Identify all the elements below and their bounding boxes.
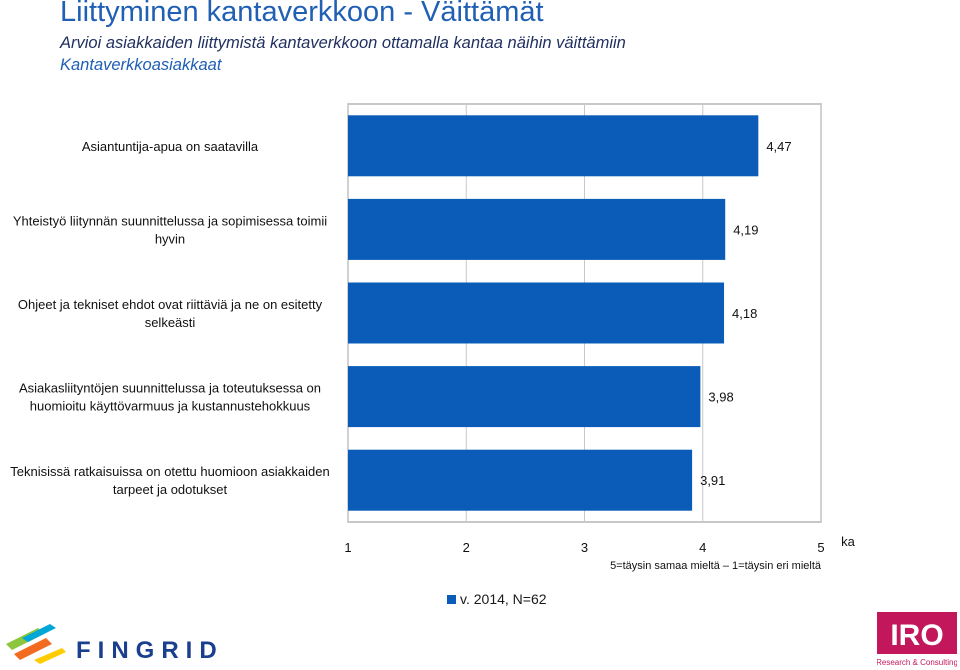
chart-legend: v. 2014, N=62 xyxy=(447,591,547,607)
category-label-line: hyvin xyxy=(155,231,185,246)
category-label: Asiantuntija-apua on saatavilla xyxy=(82,139,259,154)
x-tick-label: 5 xyxy=(817,540,824,555)
category-label-line: Asiantuntija-apua on saatavilla xyxy=(82,139,259,154)
iro-logo: IRO Research & Consulting xyxy=(877,612,957,667)
category-label: Asiakasliityntöjen suunnittelussa ja tot… xyxy=(19,381,321,414)
bar xyxy=(348,449,693,511)
category-label-line: Ohjeet ja tekniset ehdot ovat riittäviä … xyxy=(18,297,323,312)
legend-swatch xyxy=(447,594,456,604)
scale-note: 5=täysin samaa mieltä – 1=täysin eri mie… xyxy=(610,560,822,572)
data-label: 3,98 xyxy=(708,390,733,405)
category-label-line: Yhteistyö liitynnän suunnittelussa ja so… xyxy=(13,213,327,228)
category-label-line: Asiakasliityntöjen suunnittelussa ja tot… xyxy=(19,381,321,396)
chart-labels: 1 2 3 4 5 ka 5=täysin samaa mieltä – 1=täysin … xyxy=(10,139,855,572)
bar xyxy=(348,366,701,428)
category-label-line: Teknisissä ratkaisuissa on otettu huomio… xyxy=(10,464,329,479)
bar-chart: 1 2 3 4 5 ka 5=täysin samaa mieltä – 1=täysin … xyxy=(10,103,856,572)
legend-label: v. 2014, N=62 xyxy=(460,591,547,607)
page-subtitle: Arvioi asiakkaiden liittymistä kantaverk… xyxy=(60,34,626,52)
data-label: 3,91 xyxy=(700,473,725,488)
svg-text:IRO: IRO xyxy=(890,619,943,652)
category-label-line: selkeästi xyxy=(145,315,196,330)
bar xyxy=(348,282,725,344)
category-label-line: tarpeet ja odotukset xyxy=(113,482,228,497)
axis-end-label: ka xyxy=(841,534,856,549)
bar xyxy=(348,198,726,260)
respondent-group: Kantaverkkoasiakkaat xyxy=(60,56,222,74)
fingrid-logo: FINGRID xyxy=(6,624,224,664)
category-label-line: huomioitu käyttövarmuus ja kustannusteho… xyxy=(30,399,311,414)
data-label: 4,19 xyxy=(733,222,758,237)
category-label: Yhteistyö liitynnän suunnittelussa ja so… xyxy=(13,213,327,246)
data-label: 4,47 xyxy=(766,139,791,154)
x-tick-label: 4 xyxy=(699,540,706,555)
page-title: Liittyminen kantaverkkoon - Väittämät xyxy=(60,0,544,28)
data-label: 4,18 xyxy=(732,306,757,321)
category-label: Teknisissä ratkaisuissa on otettu huomio… xyxy=(10,464,329,497)
x-tick-label: 1 xyxy=(344,540,351,555)
bar xyxy=(348,115,759,177)
x-tick-label: 3 xyxy=(581,540,588,555)
svg-text:Research & Consulting: Research & Consulting xyxy=(877,658,957,667)
svg-text:FINGRID: FINGRID xyxy=(76,637,224,664)
x-tick-label: 2 xyxy=(463,540,470,555)
category-label: Ohjeet ja tekniset ehdot ovat riittäviä … xyxy=(18,297,323,330)
chart-bars xyxy=(348,115,759,511)
